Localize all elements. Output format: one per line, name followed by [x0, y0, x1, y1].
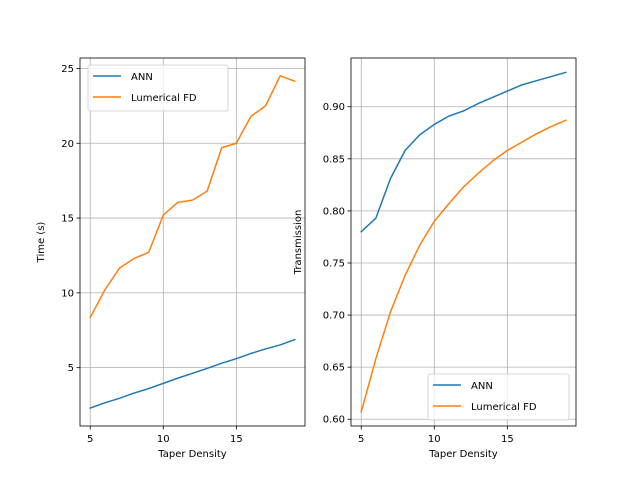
- x-tick-label: 15: [501, 434, 514, 445]
- y-tick-label: 0.60: [323, 415, 345, 426]
- transmission-chart-panel: 5 10 15 0.60 0.65 0.70 0.75 0.80 0.85 0.90 Taper D…: [293, 57, 577, 460]
- series-line-ann: [89, 338, 296, 410]
- y-axis-label: Time (s): [36, 222, 47, 264]
- y-tick-label: 25: [61, 64, 74, 75]
- y-tick-label: 10: [61, 288, 74, 299]
- legend-box: [427, 373, 570, 421]
- x-tick-label: 10: [428, 434, 441, 445]
- y-tick-label: 20: [61, 139, 74, 150]
- series-line-ann: [360, 71, 567, 233]
- y-tick-label: 5: [68, 363, 74, 374]
- y-tick-label: 0.75: [323, 258, 345, 269]
- series-line-lumerical-fd: [89, 75, 296, 319]
- legend-label: ANN: [131, 72, 153, 83]
- y-axis-label: Transmission: [293, 210, 304, 276]
- x-tick-label: 5: [87, 434, 93, 445]
- x-tick-label: 15: [230, 434, 243, 445]
- x-axis-label: Taper Density: [428, 449, 497, 460]
- legend-label: ANN: [471, 381, 493, 392]
- legend: ANN Lumerical FD: [427, 373, 570, 421]
- axes-frame: [350, 57, 577, 427]
- y-tick-label: 0.70: [323, 311, 345, 322]
- legend-label: Lumerical FD: [131, 93, 197, 104]
- y-tick-label: 0.90: [323, 102, 345, 113]
- y-tick-label: 0.65: [323, 363, 345, 374]
- time-chart-panel: 5 10 15 5 10 15 20 25 Taper Density Time (s) ANN Lu…: [36, 57, 306, 460]
- x-tick-label: 5: [358, 434, 364, 445]
- legend-box: [87, 64, 229, 112]
- y-tick-label: 0.85: [323, 154, 345, 165]
- y-tick-label: 15: [61, 214, 74, 225]
- legend-label: Lumerical FD: [471, 402, 537, 413]
- series-line-lumerical-fd: [360, 119, 567, 413]
- x-axis-label: Taper Density: [157, 449, 226, 460]
- x-tick-label: 10: [157, 434, 170, 445]
- axes-frame: [79, 57, 306, 427]
- legend: ANN Lumerical FD: [87, 64, 229, 112]
- y-tick-label: 0.80: [323, 206, 345, 217]
